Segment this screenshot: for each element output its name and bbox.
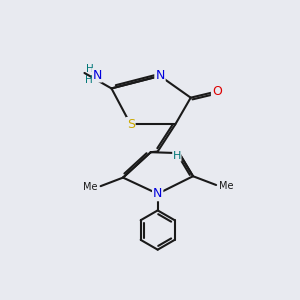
Text: H: H (86, 64, 94, 74)
Text: S: S (127, 118, 135, 131)
Text: N: N (92, 69, 102, 82)
Text: Me: Me (83, 182, 98, 192)
Text: O: O (212, 85, 222, 98)
Text: N: N (155, 70, 165, 83)
Text: H: H (85, 75, 92, 85)
Text: H: H (173, 151, 181, 161)
Text: Me: Me (219, 181, 233, 191)
Text: N: N (153, 187, 162, 200)
